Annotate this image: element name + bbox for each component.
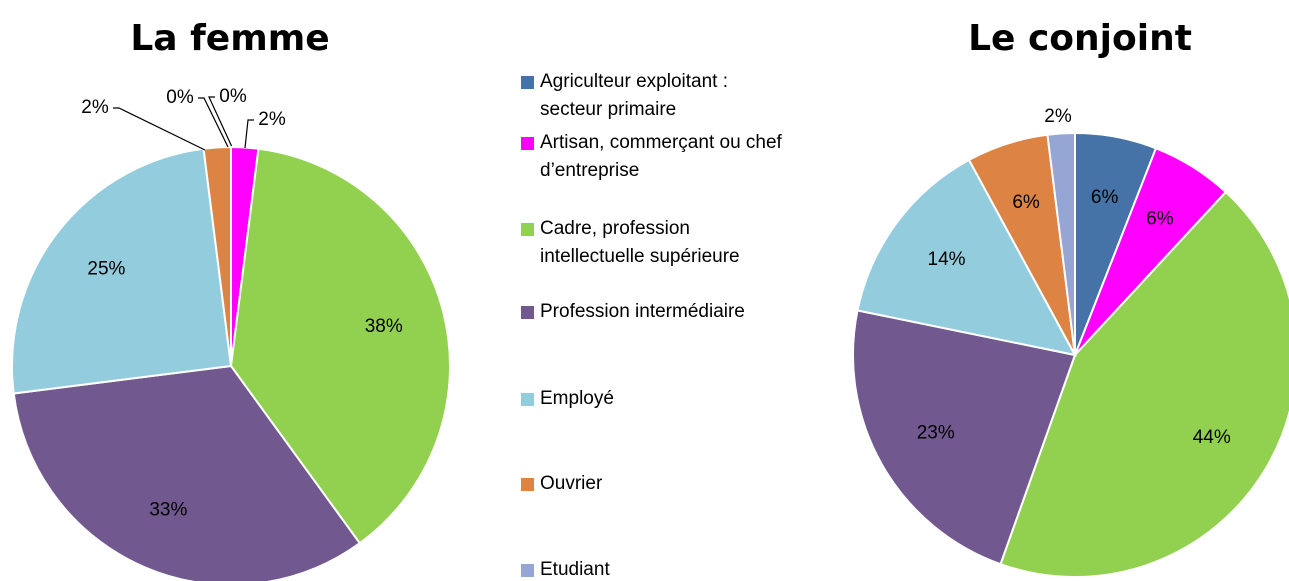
leader-line bbox=[198, 97, 229, 148]
chart-title: La femme bbox=[130, 18, 329, 59]
data-label: 44% bbox=[1193, 427, 1231, 448]
legend-label: Agriculteur exploitant : secteur primair… bbox=[540, 71, 728, 120]
legend-item: Employé bbox=[521, 385, 791, 413]
leader-line bbox=[208, 96, 233, 148]
legend-item: Artisan, commerçant ou chef d’entreprise bbox=[521, 129, 791, 185]
legend-label: Employé bbox=[540, 388, 614, 409]
legend-item: Etudiant bbox=[521, 556, 791, 581]
legend-swatch bbox=[521, 76, 534, 89]
data-label: 2% bbox=[258, 109, 286, 130]
pie-slice bbox=[856, 158, 1077, 357]
data-label: 25% bbox=[87, 258, 125, 279]
data-label: 6% bbox=[1012, 192, 1040, 213]
chart-title: Le conjoint bbox=[968, 18, 1192, 59]
legend-swatch bbox=[521, 137, 534, 150]
data-label: 2% bbox=[81, 97, 109, 118]
legend-label: Etudiant bbox=[540, 559, 610, 580]
legend-swatch bbox=[521, 564, 534, 577]
legend-swatch bbox=[521, 393, 534, 406]
data-label: 38% bbox=[365, 316, 403, 337]
data-label: 6% bbox=[1146, 209, 1174, 230]
legend-item: Ouvrier bbox=[521, 470, 791, 498]
legend-label: Profession intermédiaire bbox=[540, 301, 745, 322]
legend-label: Ouvrier bbox=[540, 473, 603, 494]
pie-slice bbox=[12, 364, 362, 581]
data-label: 0% bbox=[219, 86, 247, 107]
legend-item: Cadre, profession intellectuelle supérie… bbox=[521, 215, 791, 271]
legend-swatch bbox=[521, 223, 534, 236]
leader-line bbox=[113, 107, 206, 151]
pie-slice bbox=[1046, 131, 1076, 356]
data-label: 33% bbox=[149, 500, 187, 521]
leader-line bbox=[244, 119, 254, 149]
data-label: 0% bbox=[166, 87, 194, 108]
pie-slice bbox=[229, 147, 451, 545]
data-label: 23% bbox=[917, 422, 955, 443]
legend-swatch bbox=[521, 478, 534, 491]
legend-swatch bbox=[521, 306, 534, 319]
legend-item: Agriculteur exploitant : secteur primair… bbox=[521, 68, 791, 124]
data-label: 14% bbox=[928, 249, 966, 270]
legend-label: Cadre, profession intellectuelle supérie… bbox=[540, 218, 740, 267]
pie-slice bbox=[11, 147, 233, 395]
data-label: 6% bbox=[1091, 187, 1119, 208]
data-label: 2% bbox=[1044, 106, 1072, 127]
legend-item: Profession intermédiaire bbox=[521, 298, 791, 326]
pie-slice bbox=[852, 309, 1077, 566]
pie-slice bbox=[999, 190, 1289, 578]
legend-label: Artisan, commerçant ou chef d’entreprise bbox=[540, 132, 782, 181]
